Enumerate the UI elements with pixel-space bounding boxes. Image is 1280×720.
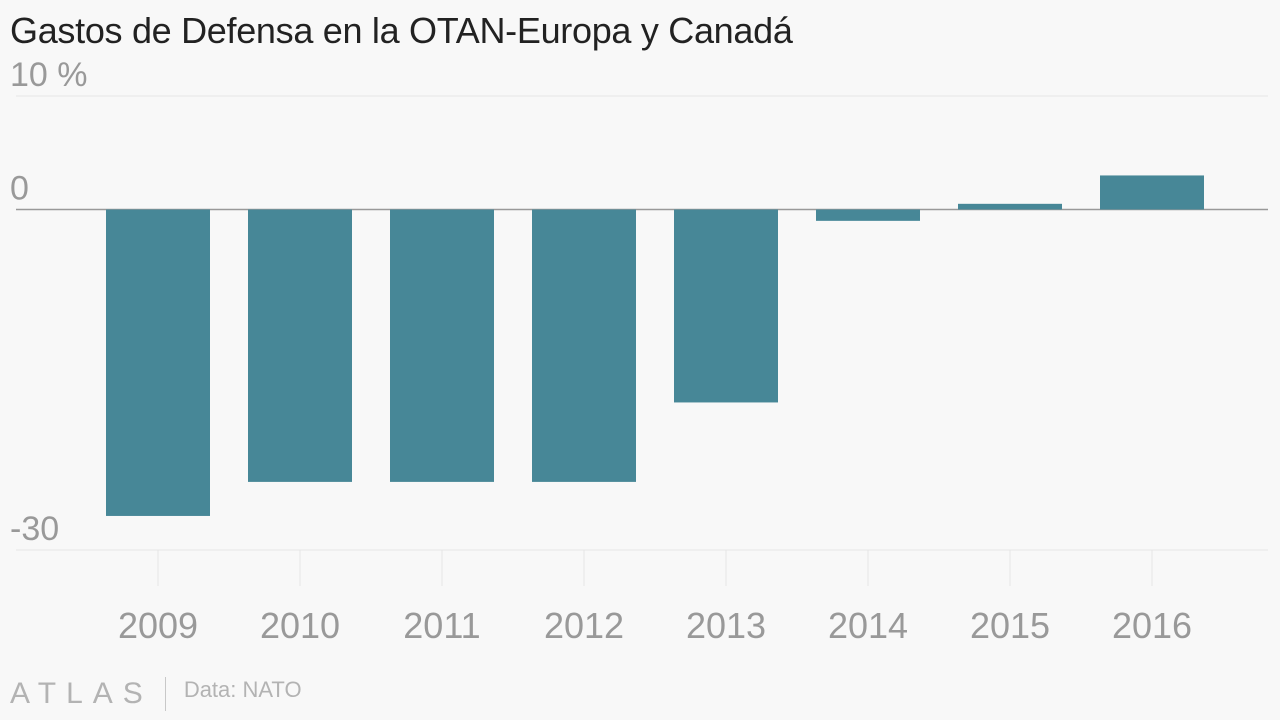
- bar-2015: [958, 203, 1062, 210]
- x-tick-label: 2011: [403, 605, 480, 646]
- bar-2011: [390, 209, 494, 482]
- chart-footer: ATLAS Data: NATO: [10, 672, 302, 716]
- bar-2013: [674, 209, 778, 403]
- y-tick-label: 0: [10, 170, 29, 208]
- bar-2014: [816, 209, 920, 221]
- bar-2009: [106, 209, 210, 516]
- x-tick-label: 2014: [828, 605, 908, 646]
- x-tick-label: 2010: [260, 605, 340, 646]
- x-tick-label: 2012: [544, 605, 624, 646]
- x-tick-label: 2016: [1112, 605, 1192, 646]
- data-source: Data: NATO: [183, 677, 302, 702]
- x-tick-label: 2015: [970, 605, 1050, 646]
- bar-2010: [248, 209, 352, 482]
- x-tick-label: 2013: [686, 605, 766, 646]
- atlas-logo: ATLAS: [10, 677, 153, 710]
- y-tick-label: 10 %: [10, 56, 88, 94]
- bar-2012: [532, 209, 636, 482]
- bar-2016: [1100, 175, 1204, 210]
- footer-divider: [164, 677, 166, 711]
- y-tick-label: -30: [10, 510, 59, 548]
- x-tick-label: 2009: [118, 605, 198, 646]
- chart-title: Gastos de Defensa en la OTAN-Europa y Ca…: [10, 10, 793, 51]
